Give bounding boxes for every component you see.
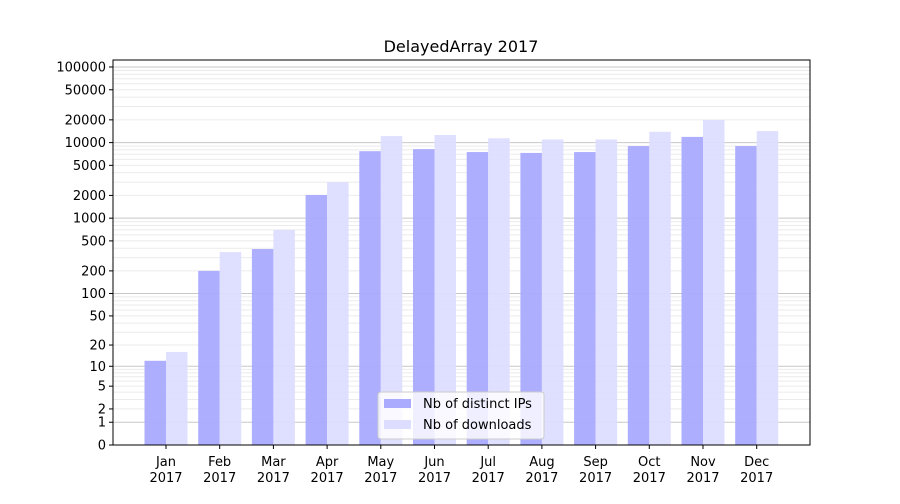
y-tick-label: 20 (89, 339, 106, 354)
bar-downloads (649, 131, 671, 446)
y-tick-label: 10000 (65, 136, 106, 151)
y-tick-label: 0 (98, 439, 106, 454)
bars (144, 120, 779, 446)
x-tick-label: Jul 2017 (472, 455, 505, 486)
y-tick-label: 5000 (73, 159, 106, 174)
x-tick-label-line: Dec (744, 455, 769, 470)
x-tick-label-line: 2017 (579, 471, 612, 486)
bar-downloads (380, 136, 403, 445)
bar-downloads (703, 120, 725, 445)
legend: Nb of distinct IPs Nb of downloads (377, 391, 545, 440)
x-tick-label-line: 2017 (257, 471, 290, 486)
bar-distinct-ips (735, 146, 757, 446)
y-tick-label: 1000 (73, 212, 106, 227)
x-tick-label-line: Sep (583, 455, 608, 470)
x-tick-label-line: 2017 (525, 471, 558, 486)
x-tick-label-line: May (367, 455, 394, 470)
bar-downloads (595, 139, 618, 446)
x-tick-label: Feb 2017 (203, 455, 236, 486)
bar-distinct-ips (627, 146, 650, 446)
bar-downloads (756, 131, 779, 445)
x-tick-label-line: 2017 (418, 471, 451, 486)
x-tick-label-line: 2017 (686, 471, 719, 486)
x-tick-label-line: 2017 (311, 471, 344, 486)
x-tick-label-line: 2017 (364, 471, 397, 486)
x-tick-label: Jan 2017 (149, 455, 182, 486)
x-tick-label-line: 2017 (472, 471, 505, 486)
bar-distinct-ips (359, 151, 381, 445)
legend-swatch (384, 399, 411, 408)
x-tick-label-line: Oct (638, 455, 660, 470)
bar-downloads (541, 139, 564, 446)
x-tick-label: Sep 2017 (579, 455, 612, 486)
x-tick-label-line: Mar (261, 455, 286, 470)
x-tick-label-line: Apr (316, 455, 339, 470)
bar-distinct-ips (466, 152, 489, 445)
bar-distinct-ips (144, 360, 166, 445)
bar-distinct-ips (305, 194, 328, 445)
x-tick-label: Oct 2017 (633, 455, 666, 486)
legend-swatch (384, 420, 411, 429)
y-tick-label: 1 (98, 416, 106, 431)
x-tick-label: Mar 2017 (257, 455, 290, 486)
chart-title: DelayedArray 2017 (384, 37, 539, 56)
bar-distinct-ips (574, 152, 596, 445)
x-tick-label-line: 2017 (149, 471, 182, 486)
legend-label: Nb of distinct IPs (423, 397, 532, 412)
y-tick-label: 200 (81, 264, 106, 279)
y-axis: 0 12 5 10 20 50 100 200 500 1000 2000 5000 10000 2000… (56, 60, 113, 454)
x-tick-label: May 2017 (364, 455, 397, 486)
x-tick-label-line: Jun (423, 455, 444, 470)
y-tick-label: 100 (81, 287, 106, 302)
bar-distinct-ips (681, 136, 703, 445)
x-tick-label: Nov 2017 (686, 455, 719, 486)
x-tick-label-line: Feb (208, 455, 231, 470)
bar-distinct-ips (413, 149, 435, 445)
y-tick-label: 2000 (73, 189, 106, 204)
bar-downloads (219, 252, 242, 445)
x-tick-label-line: Jan (155, 455, 176, 470)
y-tick-label: 2 (98, 402, 106, 417)
bar-downloads (166, 351, 188, 445)
x-tick-label: Aug 2017 (525, 455, 558, 486)
bar-distinct-ips (520, 152, 542, 446)
x-tick-label-line: Jul (479, 455, 496, 470)
y-tick-label: 50 (89, 309, 106, 324)
bar-downloads (488, 138, 510, 446)
plot-frame (112, 59, 811, 446)
y-tick-label: 100000 (56, 60, 106, 75)
x-tick-label: Apr 2017 (311, 455, 344, 486)
legend-label: Nb of downloads (423, 418, 532, 433)
x-tick-label-line: 2017 (203, 471, 236, 486)
bar-distinct-ips (251, 249, 274, 445)
y-tick-label: 5 (98, 380, 106, 395)
x-tick-label-line: 2017 (740, 471, 773, 486)
y-tick-label: 20000 (65, 113, 106, 128)
bar-downloads (273, 229, 295, 445)
x-tick-label-line: Nov (690, 455, 716, 470)
x-tick-label-line: Aug (529, 455, 554, 470)
bar-downloads (327, 182, 349, 445)
x-tick-label-line: 2017 (633, 471, 666, 486)
bar-downloads (434, 135, 456, 445)
bar-distinct-ips (198, 270, 220, 445)
y-tick-label: 50000 (65, 83, 106, 98)
y-tick-label: 10 (89, 360, 106, 375)
x-tick-label: Jun 2017 (418, 455, 451, 486)
y-tick-label: 500 (81, 234, 106, 249)
legend-box (377, 391, 545, 440)
x-tick-label: Dec 2017 (740, 455, 773, 486)
